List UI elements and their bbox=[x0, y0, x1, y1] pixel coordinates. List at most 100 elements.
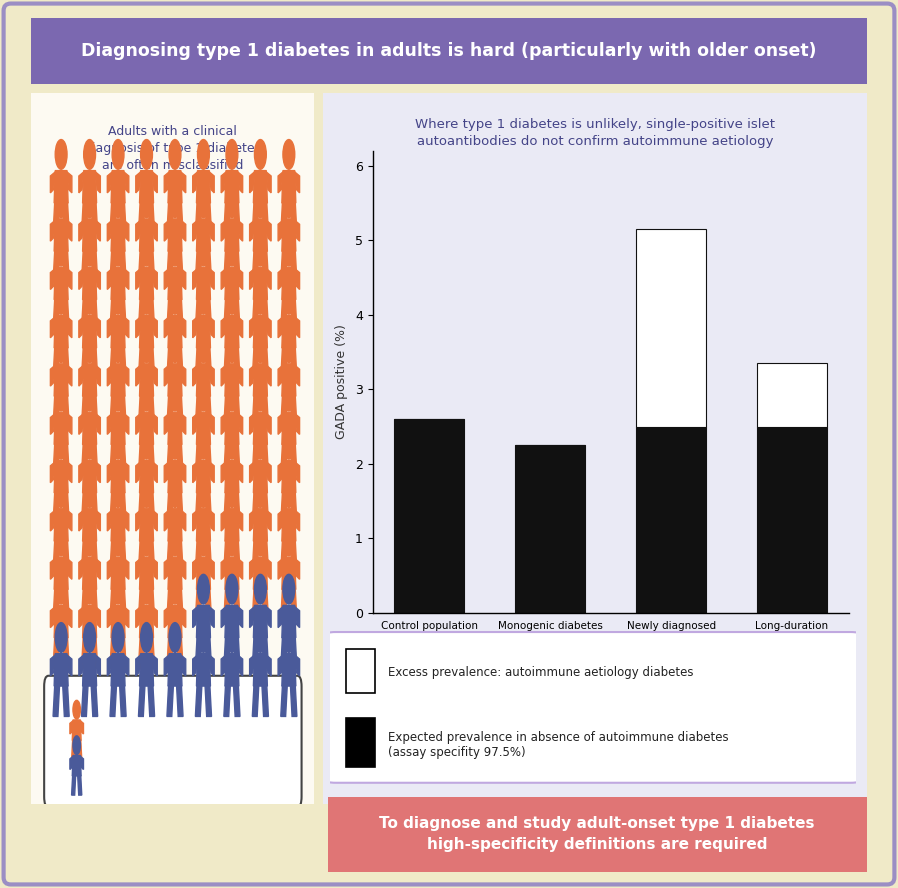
Polygon shape bbox=[221, 607, 226, 628]
Polygon shape bbox=[233, 445, 240, 475]
Circle shape bbox=[283, 430, 295, 459]
Polygon shape bbox=[79, 365, 84, 386]
Polygon shape bbox=[124, 559, 128, 579]
Polygon shape bbox=[92, 348, 98, 378]
Polygon shape bbox=[252, 590, 259, 620]
Polygon shape bbox=[281, 541, 287, 572]
Polygon shape bbox=[180, 220, 186, 242]
Circle shape bbox=[84, 622, 95, 653]
Polygon shape bbox=[290, 299, 297, 330]
Polygon shape bbox=[282, 219, 295, 251]
Polygon shape bbox=[111, 509, 125, 541]
Circle shape bbox=[55, 575, 67, 604]
Polygon shape bbox=[95, 220, 101, 242]
Polygon shape bbox=[119, 299, 126, 330]
Polygon shape bbox=[233, 396, 240, 426]
Polygon shape bbox=[139, 170, 154, 203]
Circle shape bbox=[55, 188, 67, 218]
Polygon shape bbox=[253, 219, 268, 251]
Polygon shape bbox=[290, 493, 297, 523]
Circle shape bbox=[198, 333, 209, 362]
Polygon shape bbox=[107, 365, 112, 386]
Polygon shape bbox=[164, 559, 169, 579]
Polygon shape bbox=[81, 721, 84, 734]
Polygon shape bbox=[164, 462, 169, 483]
Circle shape bbox=[226, 526, 238, 556]
Polygon shape bbox=[95, 655, 101, 676]
Polygon shape bbox=[138, 203, 145, 234]
Polygon shape bbox=[209, 414, 215, 434]
Text: Where type 1 diabetes is unlikely, single-positive islet
autoantibodies do not c: Where type 1 diabetes is unlikely, singl… bbox=[415, 118, 775, 148]
Circle shape bbox=[254, 236, 267, 266]
Polygon shape bbox=[136, 220, 141, 242]
Polygon shape bbox=[54, 606, 68, 638]
Polygon shape bbox=[224, 445, 230, 475]
Polygon shape bbox=[252, 299, 259, 330]
Polygon shape bbox=[95, 172, 101, 193]
Polygon shape bbox=[168, 219, 182, 251]
Circle shape bbox=[283, 381, 295, 411]
Polygon shape bbox=[136, 462, 141, 483]
Polygon shape bbox=[79, 172, 84, 193]
Polygon shape bbox=[290, 541, 297, 572]
Polygon shape bbox=[290, 445, 297, 475]
Circle shape bbox=[112, 284, 124, 314]
Polygon shape bbox=[250, 172, 254, 193]
Polygon shape bbox=[148, 203, 154, 234]
Circle shape bbox=[283, 478, 295, 507]
Bar bbox=[394, 419, 464, 613]
Circle shape bbox=[254, 526, 267, 556]
Polygon shape bbox=[139, 219, 154, 251]
Polygon shape bbox=[136, 510, 141, 531]
Polygon shape bbox=[209, 365, 215, 386]
Circle shape bbox=[169, 381, 180, 411]
Polygon shape bbox=[83, 170, 97, 203]
Polygon shape bbox=[209, 172, 215, 193]
Polygon shape bbox=[136, 365, 141, 386]
Polygon shape bbox=[252, 686, 259, 717]
FancyBboxPatch shape bbox=[26, 79, 320, 818]
Polygon shape bbox=[67, 365, 72, 386]
Polygon shape bbox=[79, 462, 84, 483]
Polygon shape bbox=[262, 348, 269, 378]
Polygon shape bbox=[221, 414, 226, 434]
Polygon shape bbox=[63, 686, 69, 717]
Polygon shape bbox=[54, 315, 68, 348]
Polygon shape bbox=[282, 267, 295, 299]
Polygon shape bbox=[72, 741, 75, 759]
Polygon shape bbox=[70, 757, 73, 770]
Polygon shape bbox=[67, 655, 72, 676]
Polygon shape bbox=[281, 251, 287, 281]
Polygon shape bbox=[233, 203, 240, 234]
Polygon shape bbox=[282, 509, 295, 541]
Polygon shape bbox=[79, 510, 84, 531]
Circle shape bbox=[84, 188, 95, 218]
Circle shape bbox=[198, 622, 209, 653]
Polygon shape bbox=[83, 509, 97, 541]
Polygon shape bbox=[180, 268, 186, 289]
Polygon shape bbox=[148, 638, 154, 668]
Polygon shape bbox=[221, 172, 226, 193]
Circle shape bbox=[283, 188, 295, 218]
Circle shape bbox=[112, 575, 124, 604]
Polygon shape bbox=[168, 364, 182, 396]
Polygon shape bbox=[278, 365, 283, 386]
Polygon shape bbox=[82, 590, 88, 620]
Polygon shape bbox=[238, 365, 242, 386]
Polygon shape bbox=[209, 655, 215, 676]
Polygon shape bbox=[53, 541, 59, 572]
Polygon shape bbox=[193, 365, 198, 386]
Polygon shape bbox=[50, 220, 55, 242]
Polygon shape bbox=[167, 445, 173, 475]
Polygon shape bbox=[138, 396, 145, 426]
Polygon shape bbox=[267, 414, 271, 434]
Polygon shape bbox=[138, 445, 145, 475]
Polygon shape bbox=[295, 172, 300, 193]
Polygon shape bbox=[267, 220, 271, 242]
Circle shape bbox=[55, 236, 67, 266]
Circle shape bbox=[283, 139, 295, 170]
Polygon shape bbox=[233, 348, 240, 378]
Polygon shape bbox=[164, 414, 169, 434]
Polygon shape bbox=[83, 364, 97, 396]
Polygon shape bbox=[67, 510, 72, 531]
